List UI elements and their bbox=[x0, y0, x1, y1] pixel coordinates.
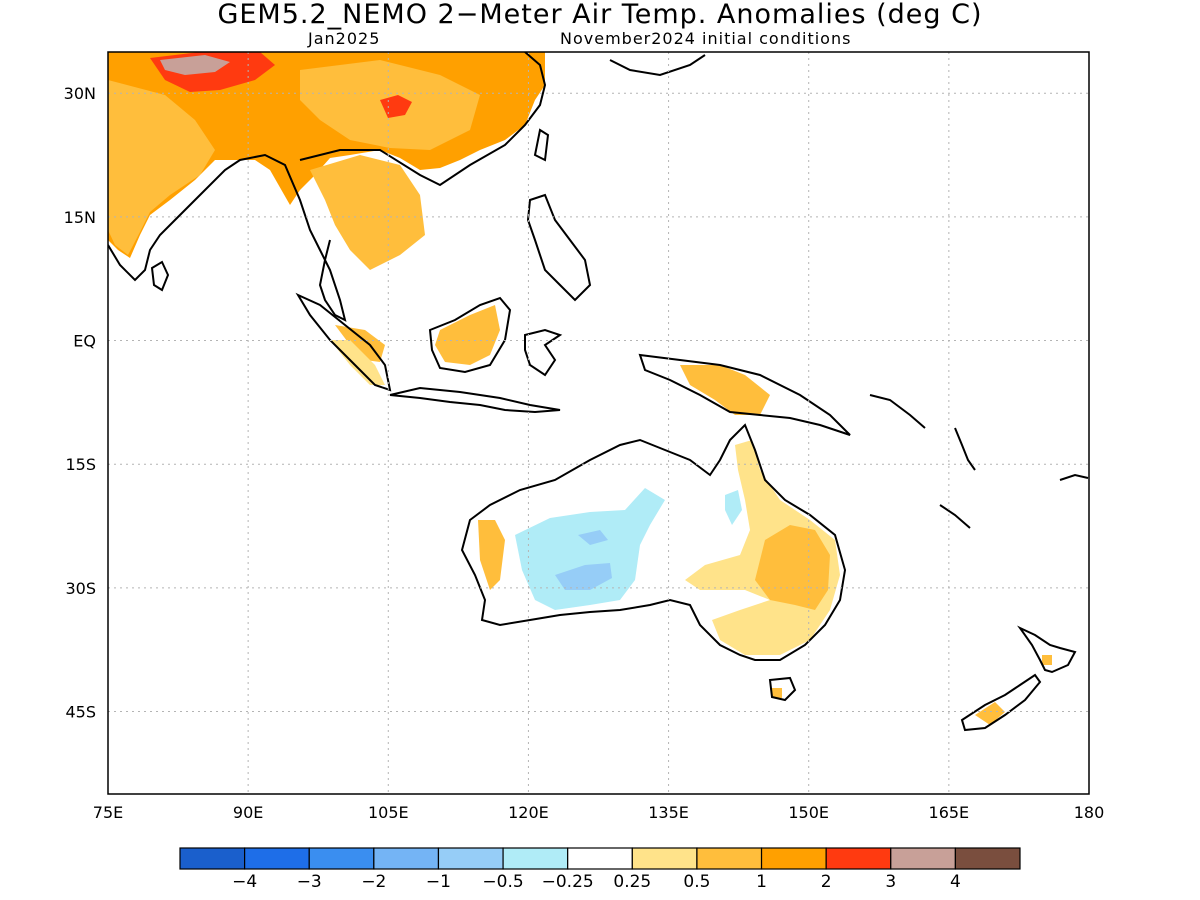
initial-conditions: November2024 initial conditions bbox=[560, 29, 852, 48]
map-gridlines bbox=[108, 52, 1089, 794]
forecast-month: Jan2025 bbox=[308, 29, 381, 48]
colorbar-swatch bbox=[437, 847, 504, 870]
coastline-tasmania bbox=[768, 676, 797, 702]
anomaly-region-sumatra bbox=[335, 325, 385, 362]
anomaly-region-new-guinea bbox=[680, 365, 770, 415]
coastline-new-zealand-north bbox=[1017, 625, 1077, 674]
coastline-java bbox=[389, 386, 561, 414]
map-title: GEM5.2_NEMO 2−Meter Air Temp. Anomalies … bbox=[217, 0, 983, 30]
anomaly-shading bbox=[108, 52, 1052, 725]
lat-tick-label: EQ bbox=[73, 332, 96, 351]
coastline-australia bbox=[460, 423, 847, 661]
coastline-sulawesi bbox=[524, 328, 563, 377]
lon-tick-label: 105E bbox=[368, 803, 409, 822]
colorbar-swatch bbox=[244, 847, 310, 870]
coastline-new-caledonia bbox=[939, 504, 971, 529]
anomaly-region-australia-cooler-2 bbox=[578, 530, 608, 545]
anomaly-region-east-australia-warm bbox=[755, 525, 830, 610]
coastline-solomons bbox=[869, 394, 926, 429]
colorbar-swatch bbox=[954, 847, 1021, 870]
lon-tick-label: 165E bbox=[929, 803, 970, 822]
colorbar-label: 4 bbox=[950, 872, 961, 892]
colorbar-swatch bbox=[760, 847, 827, 870]
coastline-philippines bbox=[526, 193, 592, 302]
lon-tick-label: 75E bbox=[93, 803, 123, 822]
colorbar-swatch bbox=[825, 847, 892, 870]
colorbar-label: −2 bbox=[361, 872, 386, 892]
coastline-china-east bbox=[299, 52, 547, 187]
anomaly-region-australia-cooler bbox=[555, 563, 612, 590]
colorbar: −4 −3 −2 −1 −0.5 −0.25 0.25 0.5 1 2 3 4 bbox=[179, 847, 1021, 892]
coastline-japan bbox=[609, 54, 706, 77]
coastlines bbox=[108, 52, 1089, 732]
coastline-new-guinea bbox=[638, 353, 851, 436]
lat-tick-label: 45S bbox=[65, 703, 96, 722]
colorbar-label: −1 bbox=[426, 872, 451, 892]
lon-tick-label: 135E bbox=[648, 803, 689, 822]
colorbar-label: −4 bbox=[232, 872, 257, 892]
colorbar-swatch bbox=[890, 847, 956, 870]
axis-tick-labels: 75E 90E 105E 120E 135E 150E 165E 180 30N 15N EQ 15S… bbox=[64, 84, 1105, 822]
colorbar-swatch bbox=[567, 847, 633, 870]
colorbar-label: −0.25 bbox=[542, 872, 594, 892]
colorbar-swatch bbox=[696, 847, 763, 870]
colorbar-label: −3 bbox=[297, 872, 322, 892]
lat-tick-label: 30S bbox=[65, 579, 96, 598]
colorbar-swatch bbox=[179, 847, 246, 870]
colorbar-label: 0.25 bbox=[613, 872, 651, 892]
anomaly-region-tibet-extreme bbox=[160, 55, 230, 75]
coastline-sri-lanka bbox=[150, 260, 170, 292]
colorbar-label: 0.5 bbox=[683, 872, 710, 892]
coastline-sumatra bbox=[295, 292, 392, 392]
coastline-new-zealand-south bbox=[960, 673, 1042, 732]
lat-tick-label: 15S bbox=[65, 455, 96, 474]
coastline-borneo bbox=[428, 296, 512, 374]
coastline-fiji bbox=[1059, 473, 1089, 481]
colorbar-label: 2 bbox=[821, 872, 832, 892]
lon-tick-label: 180 bbox=[1074, 803, 1105, 822]
anomaly-region-west-australia bbox=[478, 520, 505, 590]
lat-tick-label: 15N bbox=[64, 208, 96, 227]
colorbar-swatch bbox=[308, 847, 375, 870]
anomaly-region-indochina bbox=[310, 155, 425, 270]
anomaly-region-sumatra-light bbox=[330, 340, 385, 385]
lon-tick-label: 150E bbox=[788, 803, 829, 822]
coastline-vanuatu bbox=[954, 427, 976, 471]
anomaly-region-tasmania bbox=[772, 688, 782, 698]
colorbar-label: 1 bbox=[756, 872, 767, 892]
anomaly-region-asia-moderate bbox=[108, 80, 215, 255]
lon-tick-label: 120E bbox=[508, 803, 549, 822]
lon-tick-label: 90E bbox=[233, 803, 263, 822]
coastline-taiwan bbox=[533, 128, 550, 162]
colorbar-label: 3 bbox=[885, 872, 896, 892]
coastline-south-asia bbox=[108, 153, 347, 322]
colorbar-label: −0.5 bbox=[482, 872, 523, 892]
anomaly-region-borneo bbox=[435, 305, 500, 365]
lat-tick-label: 30N bbox=[64, 84, 96, 103]
colorbar-swatch bbox=[373, 847, 440, 870]
colorbar-swatch bbox=[502, 847, 569, 870]
anomaly-region-australia-cool-east bbox=[725, 490, 742, 525]
map-frame bbox=[107, 51, 1090, 795]
colorbar-swatch bbox=[631, 847, 698, 870]
anomaly-region-australia-cool bbox=[515, 488, 665, 610]
anomaly-region-new-zealand bbox=[975, 702, 1005, 725]
anomaly-region-new-zealand-north bbox=[1042, 655, 1052, 665]
